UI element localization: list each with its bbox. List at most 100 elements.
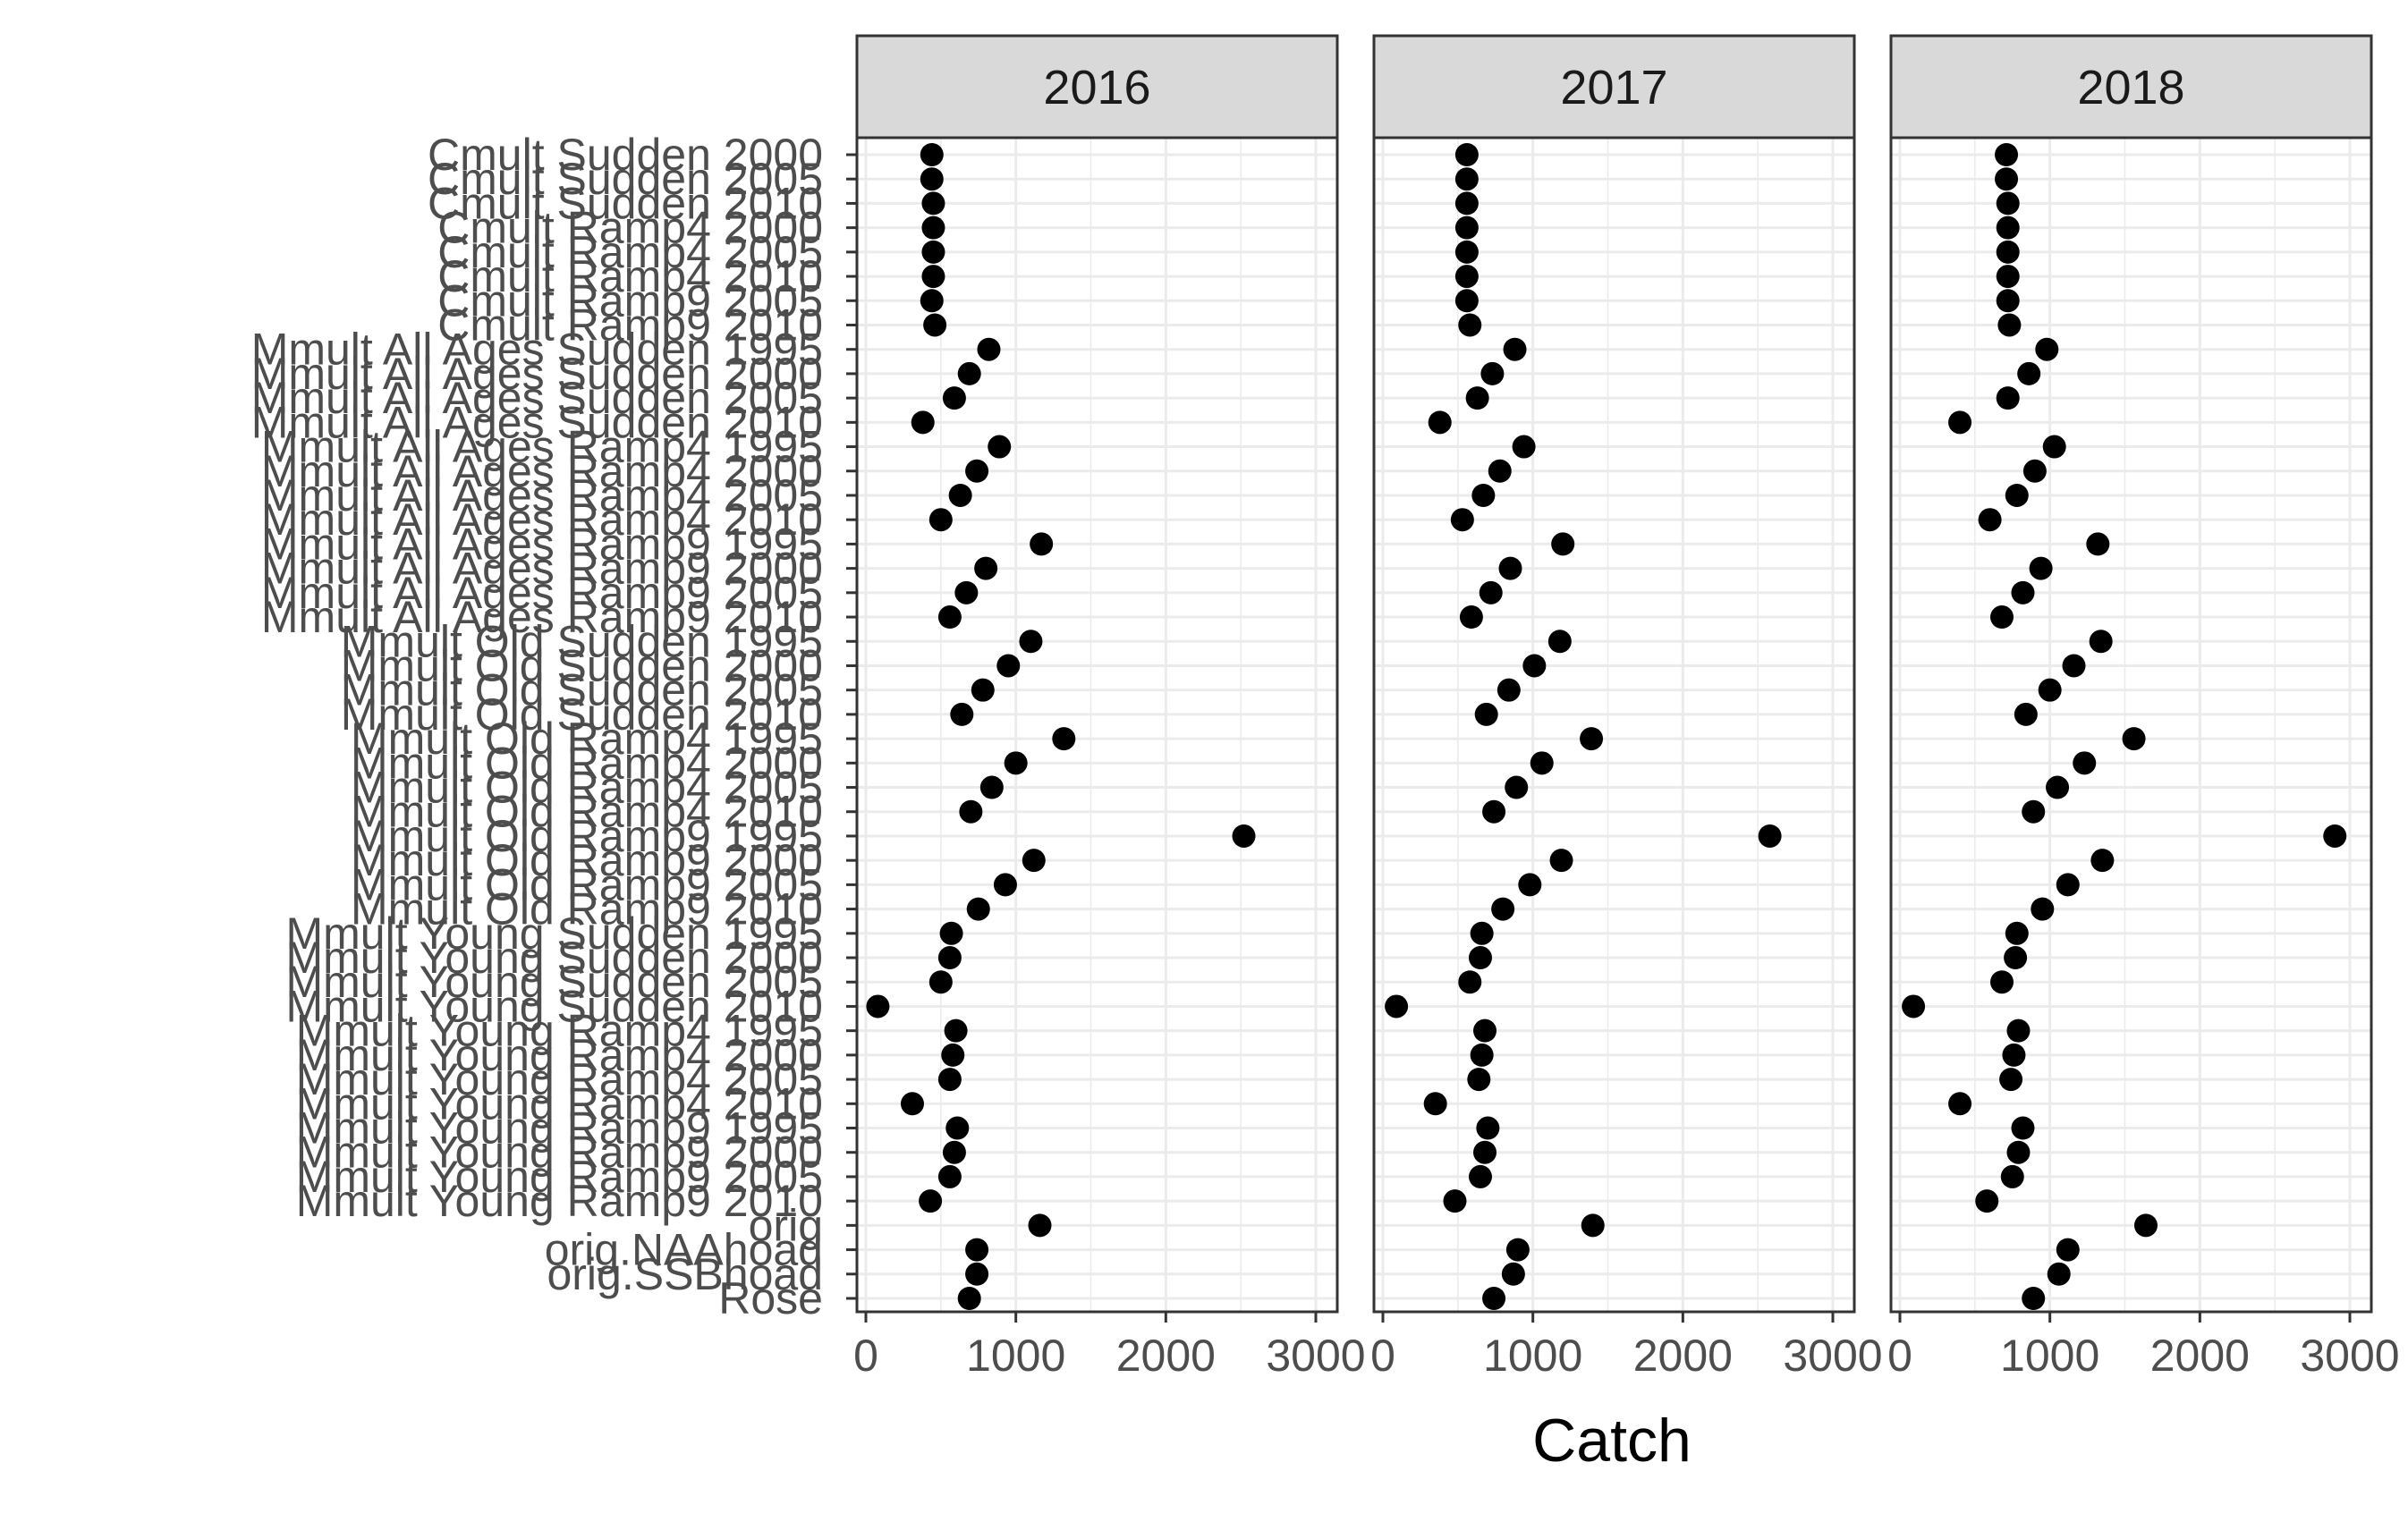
data-point bbox=[996, 654, 1021, 678]
data-point bbox=[1385, 994, 1409, 1019]
data-point bbox=[1902, 994, 1926, 1019]
data-point bbox=[2022, 799, 2046, 824]
data-point bbox=[1479, 580, 1503, 604]
data-point bbox=[920, 143, 944, 166]
y-tick-label: orig.SSBhoad bbox=[547, 1249, 823, 1299]
data-point bbox=[1428, 410, 1452, 435]
data-point bbox=[920, 289, 944, 313]
y-tick-label: Mmult All Ages Sudden 2005 bbox=[251, 373, 823, 423]
data-point bbox=[928, 508, 953, 532]
data-point bbox=[2006, 1019, 2031, 1043]
data-point bbox=[937, 946, 962, 970]
data-point bbox=[2089, 630, 2113, 654]
y-tick-label: Mmult All Ages Ramp9 2005 bbox=[261, 568, 823, 618]
data-point bbox=[2086, 532, 2110, 556]
data-point bbox=[2011, 580, 2035, 604]
y-tick-label: Mmult Old Ramp9 2010 bbox=[351, 884, 823, 934]
data-point bbox=[1518, 873, 1542, 897]
panel-2016: 2016 0 1000 2000 3000 bbox=[846, 34, 1366, 1381]
data-point bbox=[1423, 1092, 1447, 1116]
data-point bbox=[1470, 921, 1494, 945]
data-point bbox=[1471, 483, 1496, 507]
data-point bbox=[919, 1189, 943, 1213]
y-tick-label: Cmult Ramp4 2000 bbox=[437, 203, 823, 253]
data-point bbox=[993, 873, 1017, 897]
panel-border bbox=[1889, 136, 2373, 1314]
data-point bbox=[1004, 751, 1028, 775]
y-tick-label: Cmult Sudden 2005 bbox=[428, 154, 823, 204]
data-point bbox=[1497, 678, 1521, 702]
data-point bbox=[866, 994, 890, 1019]
data-point bbox=[921, 216, 945, 240]
panels: 2016 0 1000 2000 3000 2017 0 1000 2000 3000 2018 0 1… bbox=[846, 34, 2400, 1381]
data-point bbox=[900, 1092, 924, 1116]
y-tick-label: Mmult Old Sudden 1995 bbox=[341, 616, 823, 666]
y-tick-label: Cmult Ramp4 2010 bbox=[437, 251, 823, 301]
y-tick-label: Mmult Young Sudden 1995 bbox=[286, 909, 824, 959]
panel-border bbox=[855, 136, 1339, 1314]
data-point bbox=[1454, 167, 1479, 191]
data-point bbox=[1454, 265, 1479, 289]
data-point bbox=[942, 386, 966, 410]
y-tick-label: Mmult All Ages Ramp9 2000 bbox=[261, 544, 823, 594]
data-point bbox=[959, 799, 983, 824]
data-point bbox=[1476, 1116, 1500, 1140]
data-point bbox=[920, 167, 944, 191]
data-point bbox=[1488, 459, 1512, 483]
data-point bbox=[2011, 1116, 2035, 1140]
y-tick-label: Mmult All Ages Ramp4 2000 bbox=[261, 446, 823, 496]
data-point bbox=[2005, 483, 2029, 507]
data-point bbox=[1996, 191, 2020, 216]
data-point bbox=[2062, 654, 2086, 678]
data-point bbox=[1505, 775, 1529, 799]
y-tick-label: Mmult Old Ramp4 2005 bbox=[351, 763, 823, 813]
data-point bbox=[1468, 946, 1492, 970]
panel-border bbox=[1372, 136, 1856, 1314]
data-point bbox=[1465, 386, 1489, 410]
y-tick-label: Rose bbox=[718, 1273, 823, 1323]
data-point bbox=[1482, 799, 1506, 824]
y-tick-label: Mmult Old Ramp9 1995 bbox=[351, 811, 823, 861]
data-point bbox=[921, 240, 945, 264]
data-point bbox=[1473, 1140, 1497, 1164]
data-point bbox=[1454, 216, 1479, 240]
y-tick-label: Mmult Young Ramp4 1995 bbox=[296, 1006, 823, 1056]
y-tick-label: Mmult Young Sudden 2010 bbox=[286, 981, 824, 1031]
facet-strip-label: 2017 bbox=[1560, 61, 1667, 114]
data-point bbox=[2122, 727, 2146, 751]
data-point bbox=[1458, 970, 1482, 994]
data-point bbox=[971, 678, 995, 702]
data-point bbox=[1522, 654, 1547, 678]
data-point bbox=[1454, 191, 1479, 216]
data-point bbox=[1995, 167, 2019, 191]
data-point bbox=[2056, 873, 2080, 897]
data-point bbox=[2035, 337, 2059, 361]
y-tick-label: Mmult Young Sudden 2005 bbox=[286, 957, 824, 1007]
data-point bbox=[1975, 1189, 1999, 1213]
data-point bbox=[1501, 1262, 1525, 1286]
data-point bbox=[1512, 435, 1536, 459]
x-tick-label: 2000 bbox=[1633, 1331, 1733, 1381]
x-tick-label: 3000 bbox=[2300, 1331, 2399, 1381]
data-point bbox=[1454, 240, 1479, 264]
data-point bbox=[2017, 361, 2041, 385]
y-tick-label: Mmult Young Ramp9 2000 bbox=[296, 1128, 823, 1178]
data-point bbox=[2038, 678, 2062, 702]
data-point bbox=[1468, 1164, 1492, 1188]
data-point bbox=[1028, 1213, 1052, 1238]
data-point bbox=[1498, 556, 1522, 580]
data-point bbox=[2000, 1164, 2024, 1188]
y-tick-label: Mmult All Ages Sudden 2000 bbox=[251, 349, 823, 399]
y-tick-label: Mmult All Ages Ramp4 2010 bbox=[261, 494, 823, 545]
panel-2017: 2017 0 1000 2000 3000 bbox=[1370, 34, 1883, 1381]
panel-2018: 2018 0 1000 2000 3000 bbox=[1887, 34, 2400, 1381]
data-point bbox=[1454, 289, 1479, 313]
data-point bbox=[977, 337, 1001, 361]
x-tick-label: 2000 bbox=[1116, 1331, 1216, 1381]
data-point bbox=[1459, 605, 1483, 630]
data-point bbox=[1996, 216, 2020, 240]
data-point bbox=[1547, 630, 1572, 654]
data-point bbox=[1948, 410, 1972, 435]
data-point bbox=[1474, 702, 1498, 726]
